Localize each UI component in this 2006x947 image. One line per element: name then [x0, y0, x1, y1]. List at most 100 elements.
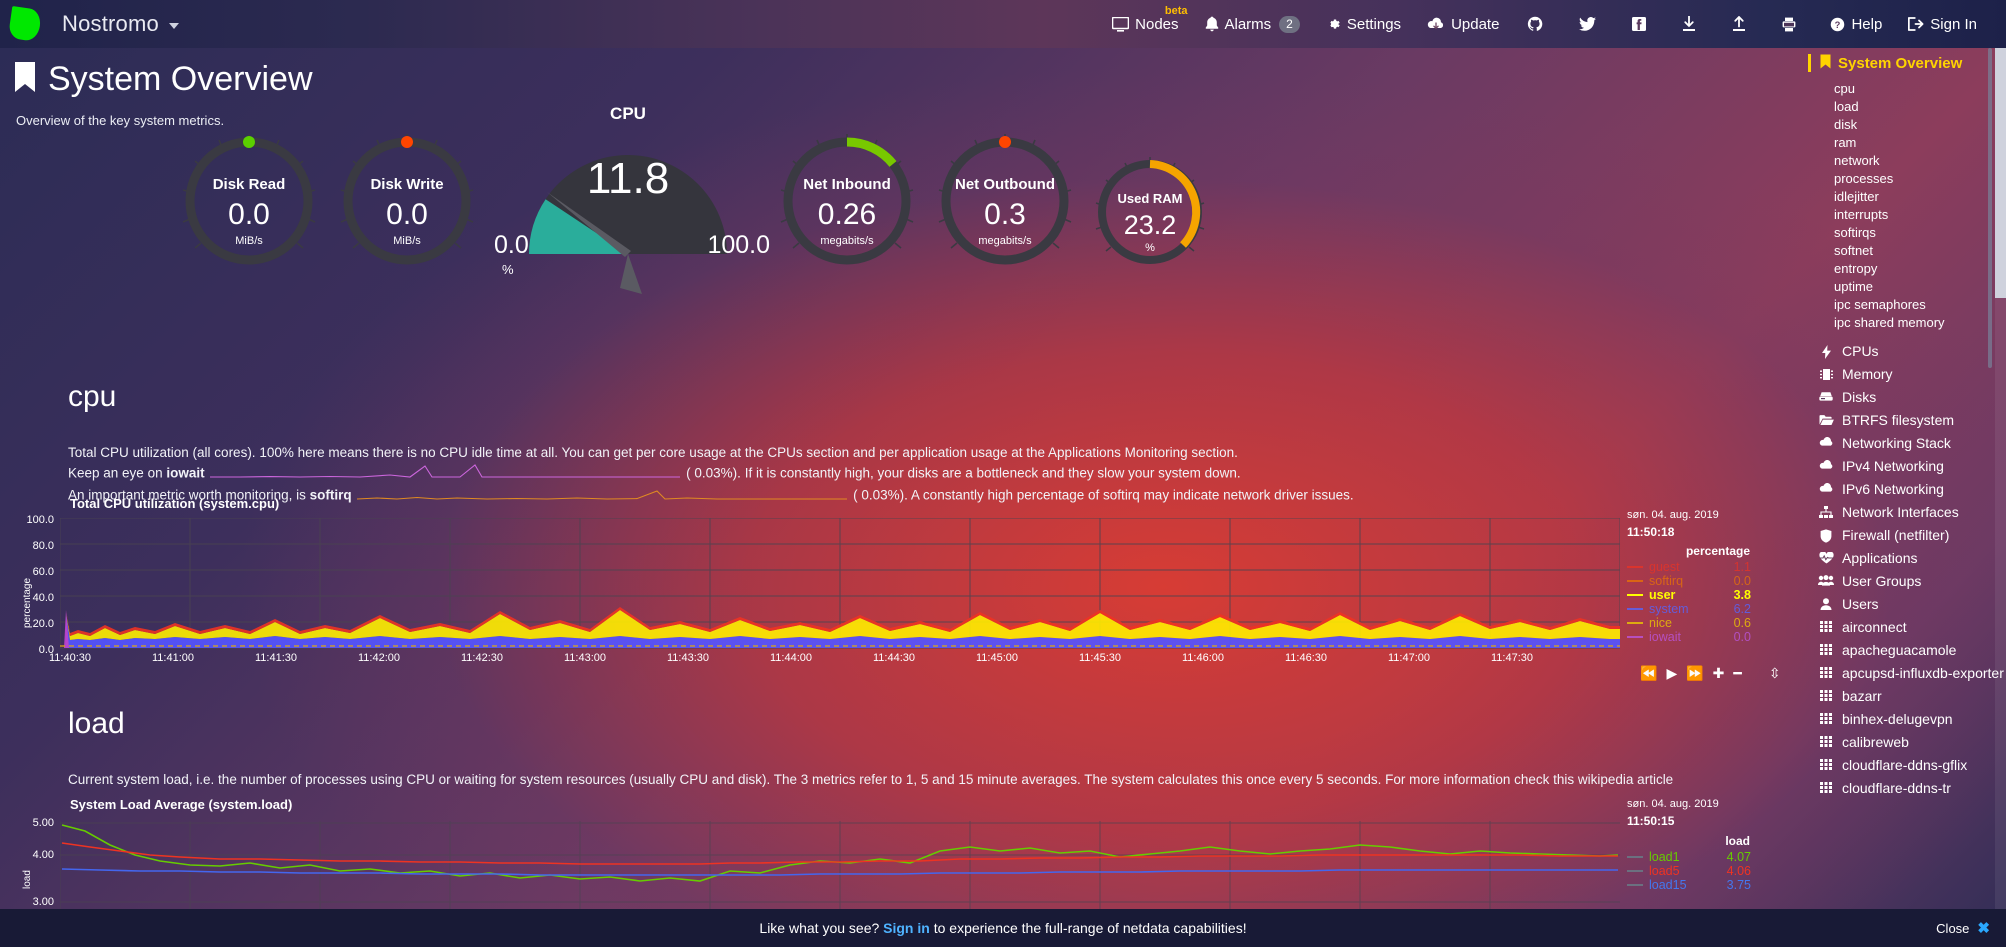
sidebar-group-label: IPv6 Networking	[1842, 480, 1944, 497]
question-circle-icon: ?	[1830, 17, 1845, 32]
sidebar-item-softnet[interactable]: softnet	[1834, 242, 1874, 258]
nav-github[interactable]	[1512, 0, 1564, 48]
legend-item-guest[interactable]: guest 1.1	[1627, 560, 1751, 574]
gauge-title: Disk Read	[212, 176, 286, 193]
cpu-desc-line1: Total CPU utilization (all cores). 100% …	[68, 445, 1238, 460]
sidebar-item-binhex-delugevpn[interactable]: binhex-delugevpn	[1800, 707, 2006, 730]
banner-signin-link[interactable]: Sign in	[883, 920, 930, 936]
sidebar-item-user-groups[interactable]: User Groups	[1800, 569, 2006, 592]
sidebar-item-bazarr[interactable]: bazarr	[1800, 684, 2006, 707]
legend-item-iowait[interactable]: iowait 0.0	[1627, 630, 1751, 644]
minus-icon[interactable]: ━	[1733, 665, 1742, 681]
load-section-description: Current system load, i.e. the number of …	[68, 772, 1674, 787]
load-ytick: 4.00	[32, 849, 54, 861]
user-icon	[1818, 596, 1834, 610]
sidebar-item-cloudflare-ddns-gflix[interactable]: cloudflare-ddns-gflix	[1800, 753, 2006, 776]
sidebar-item-processes[interactable]: processes	[1834, 170, 1894, 186]
legend-value: 0.6	[1733, 616, 1751, 630]
cpu-xtick: 11:44:00	[769, 652, 812, 664]
load-ytick: 3.00	[32, 896, 54, 908]
skip-backward-icon[interactable]: ⏪	[1640, 665, 1658, 681]
legend-name: guest	[1649, 560, 1680, 574]
sidebar-group-label: cloudflare-ddns-gflix	[1842, 756, 1968, 773]
sidebar-item-idlejitter[interactable]: idlejitter	[1834, 188, 1879, 204]
sidebar-item-btrfs[interactable]: BTRFS filesystem	[1800, 408, 2006, 431]
nav-twitter[interactable]	[1564, 0, 1617, 48]
memory-icon	[1818, 366, 1834, 381]
sidebar-item-memory[interactable]: Memory	[1800, 362, 2006, 385]
legend-item-system[interactable]: system 6.2	[1627, 602, 1751, 616]
nav-settings[interactable]: Settings	[1313, 0, 1414, 48]
gauge-net-outbound[interactable]: Net Outbound 0.3 megabits/s	[934, 130, 1076, 272]
sidebar-item-ipc-semaphores[interactable]: ipc semaphores	[1834, 296, 1926, 312]
sidebar-item-disk[interactable]: disk	[1834, 116, 1858, 132]
sidebar-item-softirqs[interactable]: softirqs	[1834, 224, 1876, 240]
banner-close[interactable]: Close ✖	[1936, 919, 1990, 937]
sidebar-item-network[interactable]: network	[1834, 152, 1880, 168]
nav-print[interactable]	[1767, 0, 1817, 48]
gauge-used-ram[interactable]: Used RAM 23.2 %	[1092, 154, 1208, 270]
sidebar-group-label: cloudflare-ddns-tr	[1842, 779, 1951, 796]
close-icon[interactable]: ✖	[1977, 920, 1990, 937]
sidebar-item-applications[interactable]: Applications	[1800, 546, 2006, 569]
load-chart[interactable]: System Load Average (system.load) load 5…	[0, 793, 1630, 923]
nav-signin[interactable]: Sign In	[1895, 0, 1990, 48]
sidebar-item-load[interactable]: load	[1834, 98, 1859, 114]
nav-nodes[interactable]: Nodes beta	[1099, 0, 1191, 48]
nav-export[interactable]	[1717, 0, 1767, 48]
page-scrollbar-track[interactable]	[1995, 48, 2006, 909]
sidebar-item-apcupsd-influxdb-exporter[interactable]: apcupsd-influxdb-exporter	[1800, 661, 2006, 684]
gauge-cpu[interactable]: CPU 11.8 0.0 % 100.0	[494, 104, 770, 294]
right-sidebar[interactable]: System Overview cpu load disk ram networ…	[1800, 48, 2006, 947]
nav-alarms[interactable]: Alarms 2	[1192, 0, 1313, 48]
sidebar-inner-scroll-indicator[interactable]	[1988, 48, 1992, 368]
gauge-disk-read[interactable]: Disk Read 0.0 MiB/s	[178, 130, 320, 272]
legend-item-softirq[interactable]: softirq 0.0	[1627, 574, 1751, 588]
legend-name: iowait	[1649, 630, 1681, 644]
legend-name: load5	[1649, 864, 1680, 878]
sidebar-item-calibreweb[interactable]: calibreweb	[1800, 730, 2006, 753]
sidebar-item-apacheguacamole[interactable]: apacheguacamole	[1800, 638, 2006, 661]
cpu-desc-line2: Keep an eye on iowait ( 0.03%). If it is…	[68, 463, 1368, 485]
sidebar-item-system-overview[interactable]: System Overview	[1800, 48, 2006, 79]
nav-help[interactable]: ? Help	[1817, 0, 1895, 48]
sidebar-item-firewall[interactable]: Firewall (netfilter)	[1800, 523, 2006, 546]
sidebar-item-interrupts[interactable]: interrupts	[1834, 206, 1889, 222]
nav-update[interactable]: Update	[1414, 0, 1512, 48]
sidebar-item-uptime[interactable]: uptime	[1834, 278, 1874, 294]
sidebar-item-cpus[interactable]: CPUs	[1800, 339, 2006, 362]
sidebar-item-ipv6-networking[interactable]: IPv6 Networking	[1800, 477, 2006, 500]
gauge-disk-write[interactable]: Disk Write 0.0 MiB/s	[336, 130, 478, 272]
legend-item-load5[interactable]: load5 4.06	[1627, 864, 1751, 878]
play-icon[interactable]: ▶	[1666, 665, 1678, 681]
plus-icon[interactable]: ✚	[1712, 665, 1725, 681]
legend-item-load1[interactable]: load1 4.07	[1627, 850, 1751, 864]
sidebar-item-ipc-shared-memory[interactable]: ipc shared memory	[1834, 314, 1945, 330]
sidebar-item-networking-stack[interactable]: Networking Stack	[1800, 431, 2006, 454]
brand[interactable]: Nostromo	[0, 6, 179, 42]
sidebar-item-cloudflare-ddns-tr[interactable]: cloudflare-ddns-tr	[1800, 776, 2006, 799]
sidebar-item-disks[interactable]: Disks	[1800, 385, 2006, 408]
cpu-ytick: 60.0	[32, 566, 54, 578]
sidebar-item-users[interactable]: Users	[1800, 592, 2006, 615]
sidebar-item-entropy[interactable]: entropy	[1834, 260, 1878, 276]
cpu-chart[interactable]: Total CPU utilization (system.cpu) perce…	[0, 496, 1630, 680]
sidebar-item-airconnect[interactable]: airconnect	[1800, 615, 2006, 638]
cpu-desc-line3: An important metric worth monitoring, is…	[68, 485, 1368, 507]
sitemap-icon	[1818, 504, 1834, 518]
legend-item-nice[interactable]: nice 0.6	[1627, 616, 1751, 630]
legend-item-user[interactable]: user 3.8	[1627, 588, 1751, 602]
resize-icon[interactable]: ⇳	[1768, 665, 1781, 681]
sidebar-item-ipv4-networking[interactable]: IPv4 Networking	[1800, 454, 2006, 477]
skip-forward-icon[interactable]: ⏩	[1686, 665, 1704, 681]
sidebar-item-cpu[interactable]: cpu	[1834, 80, 1855, 96]
th-icon	[1818, 665, 1834, 678]
nav-import[interactable]	[1667, 0, 1717, 48]
chevron-down-icon[interactable]	[168, 23, 179, 29]
sidebar-item-ram[interactable]: ram	[1834, 134, 1857, 150]
legend-item-load15[interactable]: load15 3.75	[1627, 878, 1751, 892]
nav-facebook[interactable]	[1617, 0, 1667, 48]
sidebar-item-network-interfaces[interactable]: Network Interfaces	[1800, 500, 2006, 523]
page-scrollbar-thumb[interactable]	[1995, 48, 2006, 298]
gauge-net-inbound[interactable]: Net Inbound 0.26 megabits/s	[776, 130, 918, 272]
